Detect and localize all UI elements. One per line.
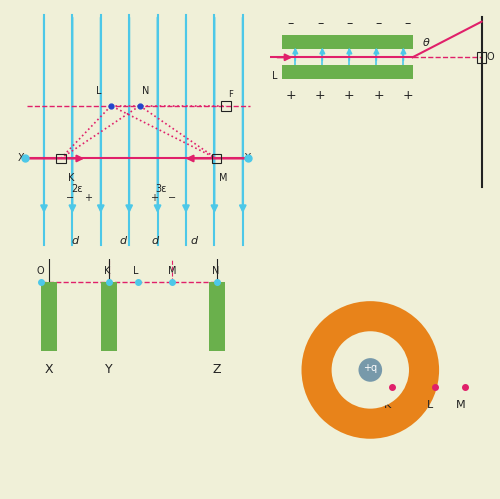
Bar <box>477 51 486 63</box>
Text: +: + <box>344 89 354 102</box>
Text: Y: Y <box>244 154 250 164</box>
Text: N: N <box>212 265 220 275</box>
Text: X: X <box>45 363 54 376</box>
Text: –: – <box>376 17 382 30</box>
Text: +: + <box>150 193 158 203</box>
Text: L: L <box>133 265 138 275</box>
Bar <box>101 282 117 351</box>
Circle shape <box>358 358 382 382</box>
Text: L: L <box>272 71 278 81</box>
Text: d: d <box>191 236 198 246</box>
Text: X: X <box>18 154 24 164</box>
Text: M: M <box>168 265 176 275</box>
Text: +: + <box>374 89 384 102</box>
Text: +: + <box>286 89 296 102</box>
Text: −: − <box>66 193 74 203</box>
Text: N: N <box>142 86 150 96</box>
Text: L: L <box>96 86 102 96</box>
Text: L: L <box>428 400 434 410</box>
Text: M: M <box>219 173 228 183</box>
Text: +: + <box>402 89 413 102</box>
Text: −: − <box>168 193 176 203</box>
Circle shape <box>302 301 439 439</box>
Text: d: d <box>120 236 127 246</box>
Text: K: K <box>104 265 111 275</box>
Text: O: O <box>36 265 44 275</box>
Circle shape <box>332 331 409 409</box>
Text: F: F <box>228 90 234 99</box>
Text: Y: Y <box>105 363 113 376</box>
Text: +: + <box>84 193 92 203</box>
Bar <box>42 282 58 351</box>
Text: –: – <box>288 17 294 30</box>
Text: Z: Z <box>212 363 221 376</box>
Text: K: K <box>384 400 391 410</box>
Bar <box>212 154 221 163</box>
Text: +: + <box>314 89 326 102</box>
Text: O: O <box>486 52 494 62</box>
Text: +q: +q <box>363 363 378 373</box>
Bar <box>282 65 412 79</box>
Text: 3ε: 3ε <box>155 184 166 194</box>
Text: $\theta$: $\theta$ <box>422 36 430 48</box>
Text: M: M <box>456 400 466 410</box>
Text: –: – <box>346 17 352 30</box>
Text: d: d <box>152 236 158 246</box>
Text: –: – <box>317 17 323 30</box>
Bar <box>221 101 231 111</box>
Text: K: K <box>68 173 74 183</box>
Bar <box>56 154 66 163</box>
Text: –: – <box>405 17 411 30</box>
Bar <box>282 35 412 49</box>
Bar <box>209 282 225 351</box>
Text: d: d <box>72 236 78 246</box>
Text: 2ε: 2ε <box>71 184 83 194</box>
